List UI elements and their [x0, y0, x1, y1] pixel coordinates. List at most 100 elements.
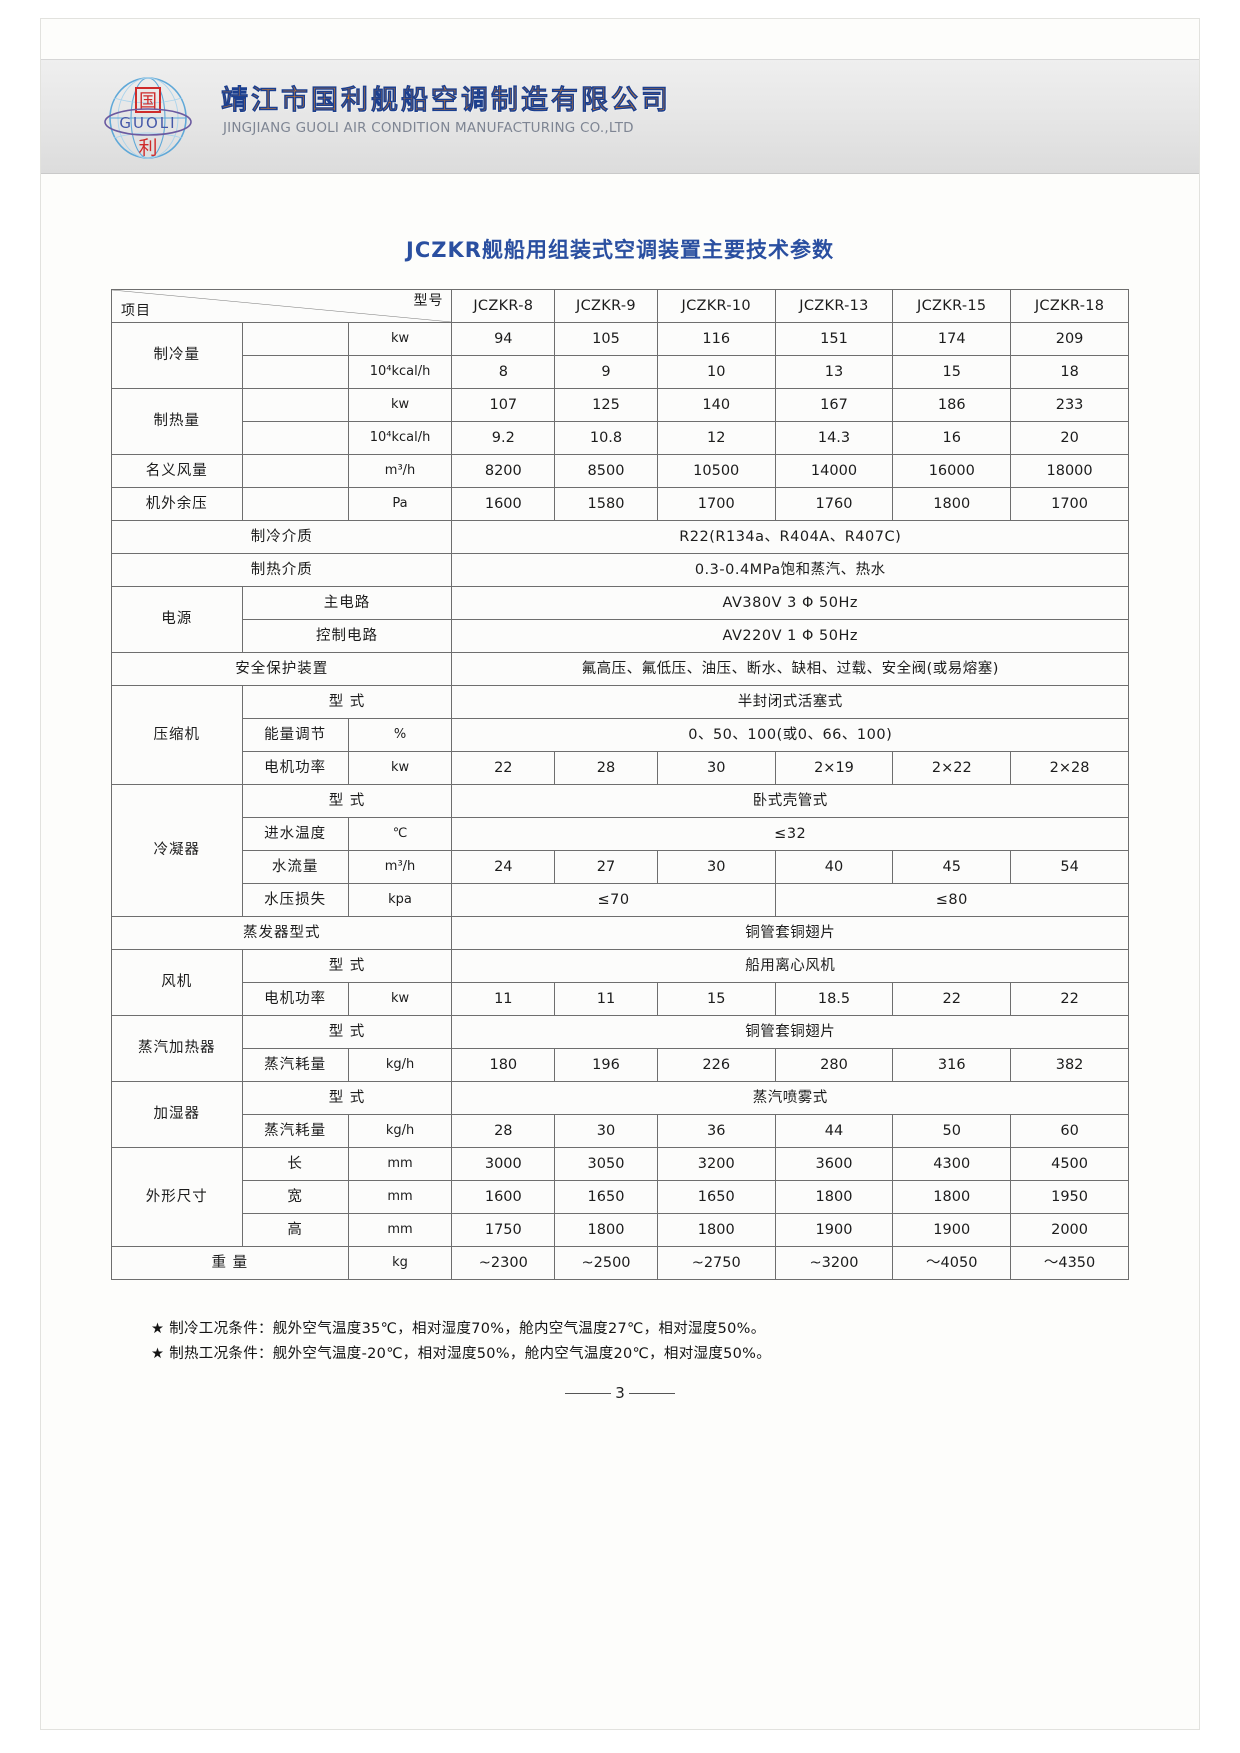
- value-cell: 116: [656, 322, 776, 356]
- table-row: 水压损失 kpa ≤70 ≤80: [112, 883, 1130, 917]
- value-cell: 30: [656, 850, 776, 884]
- table-row: 压缩机型 式半封闭式活塞式: [111, 685, 1129, 785]
- value-cell: 1800: [656, 1213, 776, 1247]
- table-row: 制冷量 kw 94 105 116 151 174 209: [111, 322, 1129, 389]
- table-row: 电机功率 kw 11 11 15 18.5 22 22: [112, 982, 1129, 1016]
- value-cell: 186: [892, 388, 1012, 422]
- row-group-label: 外形尺寸: [111, 1147, 243, 1247]
- company-name-en: JINGJIANG GUOLI AIR CONDITION MANUFACTUR…: [223, 120, 634, 136]
- value-cell: 196: [554, 1048, 658, 1082]
- row-label: [241, 421, 349, 455]
- table-row: 蒸汽加热器型 式铜管套铜翅片: [111, 1015, 1129, 1082]
- row-group-label: 机外余压: [111, 487, 243, 521]
- value-cell: ~3200: [774, 1246, 894, 1280]
- value-cell: 1650: [554, 1180, 658, 1214]
- value-cell: 9: [554, 355, 658, 389]
- value-cell: 1650: [656, 1180, 776, 1214]
- corner-cell: 型号 项目: [110, 289, 453, 323]
- table-row: 加湿器型 式蒸汽喷雾式: [111, 1081, 1129, 1148]
- row-group-label: 加湿器: [111, 1081, 243, 1148]
- value-cell: 107: [451, 388, 556, 422]
- value-cell: 1800: [774, 1180, 894, 1214]
- row-unit: kw: [347, 388, 453, 422]
- table-row: 水流量 m³/h 24 27 30 40 45 54: [112, 850, 1129, 884]
- value-cell: 36: [656, 1114, 776, 1148]
- value-cell: 14.3: [774, 421, 894, 455]
- value-cell: 18.5: [774, 982, 894, 1016]
- value-cell: 11: [554, 982, 658, 1016]
- value-cell: 3600: [774, 1147, 894, 1181]
- value-cell: 1580: [554, 487, 658, 521]
- value-cell: 18: [1010, 355, 1129, 389]
- row-label: [241, 355, 349, 389]
- row-group-label: 名义风量: [111, 454, 243, 488]
- company-logo: 国 GUOLI 利: [96, 72, 201, 164]
- row-unit: kw: [347, 322, 453, 356]
- merged-value-cell: ≤32: [451, 817, 1129, 851]
- value-cell: 1700: [1010, 487, 1129, 521]
- merged-value-cell: 0、50、100(或0、66、100): [451, 718, 1129, 752]
- document-page: 国 GUOLI 利 靖江市国利舰船空调制造有限公司 JINGJIANG GUOL…: [40, 18, 1200, 1730]
- row-label: 重 量: [111, 1246, 349, 1280]
- value-cell: 15: [892, 355, 1012, 389]
- row-group-label: 制热量: [111, 388, 243, 455]
- row-label: 型 式: [241, 784, 453, 818]
- svg-text:GUOLI: GUOLI: [119, 114, 176, 132]
- row-label: 长: [241, 1147, 349, 1181]
- merged-value-cell: R22(R134a、R404A、R407C): [451, 520, 1129, 554]
- row-unit: kg: [347, 1246, 453, 1280]
- footnote-heating: ★ 制热工况条件：舰外空气温度-20℃，相对湿度50%，舱内空气温度20℃，相对…: [151, 1346, 772, 1363]
- value-cell: 44: [774, 1114, 894, 1148]
- value-cell: 382: [1010, 1048, 1129, 1082]
- value-cell: ~2300: [451, 1246, 556, 1280]
- row-unit: %: [347, 718, 453, 752]
- value-cell: 24: [451, 850, 556, 884]
- row-group-label: 风机: [111, 949, 243, 1016]
- page-number-value: 3: [615, 1384, 625, 1402]
- value-cell: 1900: [774, 1213, 894, 1247]
- row-label: 蒸发器型式: [110, 916, 453, 950]
- row-unit: kg/h: [347, 1114, 453, 1148]
- footnote-cooling: ★ 制冷工况条件：舰外空气温度35℃，相对湿度70%，舱内空气温度27℃，相对湿…: [151, 1321, 766, 1337]
- value-cell: 1750: [451, 1213, 556, 1247]
- value-cell: 1600: [451, 1180, 556, 1214]
- table-row: 冷凝器型 式卧式壳管式: [111, 784, 1129, 917]
- merged-value-cell: 蒸汽喷雾式: [451, 1081, 1129, 1115]
- value-cell: 280: [774, 1048, 894, 1082]
- row-unit: mm: [347, 1180, 453, 1214]
- specification-table: 型号 项目 JCZKR-8 JCZKR-9 JCZKR-10 JCZKR-13 JCZKR-…: [110, 289, 1130, 1280]
- row-label: 能量调节: [241, 718, 349, 752]
- row-unit: kpa: [347, 883, 453, 917]
- table-header-row: 型号 项目 JCZKR-8 JCZKR-9 JCZKR-10 JCZKR-13 JCZKR-…: [110, 289, 1129, 323]
- svg-text:国: 国: [139, 91, 157, 112]
- value-cell: 27: [554, 850, 658, 884]
- row-label: 电机功率: [241, 982, 349, 1016]
- value-cell: 22: [892, 982, 1012, 1016]
- row-label: 型 式: [241, 949, 453, 983]
- value-cell: 12: [656, 421, 776, 455]
- value-cell: 2×19: [774, 751, 894, 785]
- value-cell: 16000: [892, 454, 1012, 488]
- row-label: 进水温度: [241, 817, 349, 851]
- table-row: 蒸发器型式 铜管套铜翅片: [110, 916, 1129, 950]
- table-row: 蒸汽耗量 kg/h 28 30 36 44 50 60: [112, 1114, 1129, 1148]
- row-unit: m³/h: [347, 454, 453, 488]
- value-cell: ～4050: [892, 1246, 1012, 1280]
- row-unit: 10⁴kcal/h: [347, 355, 453, 389]
- row-group-label: 制冷量: [111, 322, 243, 389]
- row-unit: Pa: [347, 487, 453, 521]
- value-cell: 8: [451, 355, 556, 389]
- value-cell: 10: [656, 355, 776, 389]
- value-cell: 11: [451, 982, 556, 1016]
- row-label: 蒸汽耗量: [241, 1048, 349, 1082]
- merged-value-cell: AV220V 1 Φ 50Hz: [451, 619, 1129, 653]
- row-unit: kw: [347, 982, 453, 1016]
- value-cell: 28: [451, 1114, 556, 1148]
- row-label: 电机功率: [241, 751, 349, 785]
- value-cell: 20: [1010, 421, 1129, 455]
- corner-item-label: 项目: [121, 302, 151, 319]
- value-cell: 22: [1010, 982, 1129, 1016]
- value-cell: 45: [892, 850, 1012, 884]
- value-cell: 1800: [892, 487, 1012, 521]
- row-unit: kw: [347, 751, 453, 785]
